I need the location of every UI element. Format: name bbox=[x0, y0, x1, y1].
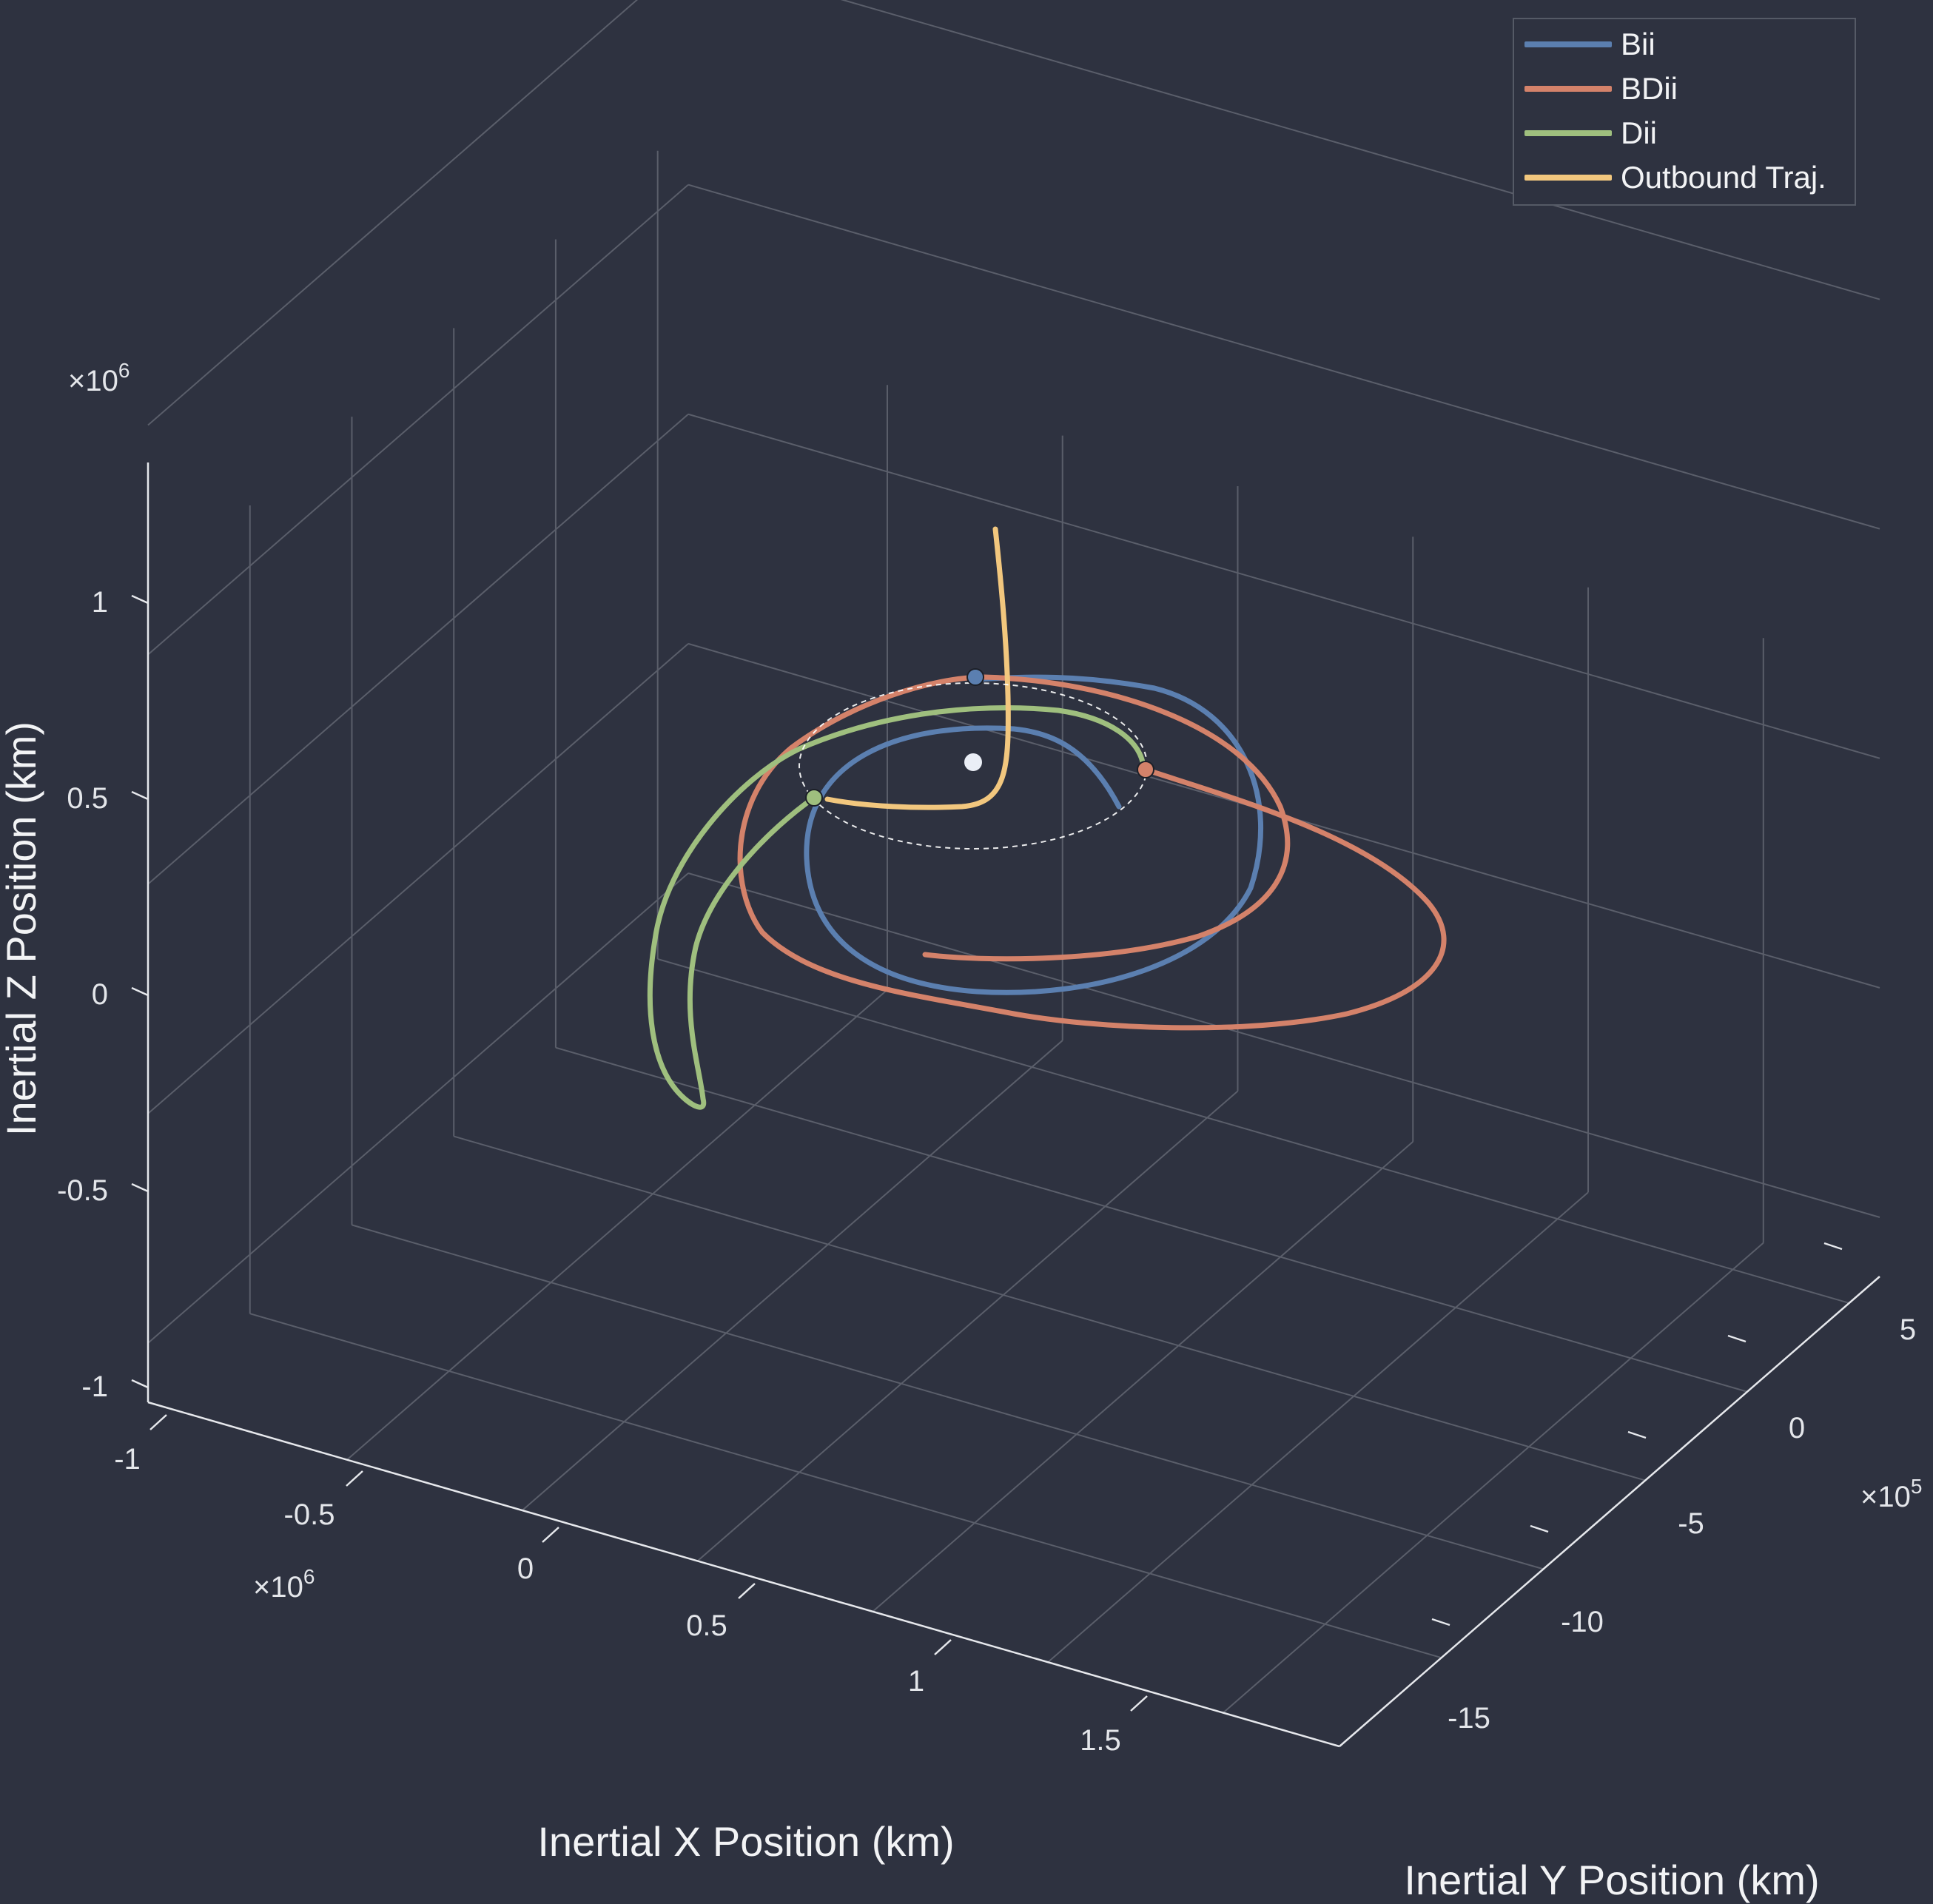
x-axis-label: Inertial X Position (km) bbox=[537, 1818, 954, 1865]
z-tick-label: 0.5 bbox=[67, 782, 108, 815]
legend-item-bdii[interactable]: BDii bbox=[1524, 68, 1678, 110]
z-exponent-label: ×106 bbox=[68, 359, 130, 397]
grid-line bbox=[840, 0, 1880, 300]
z-tick bbox=[131, 1183, 149, 1193]
y-tick-label: -5 bbox=[1678, 1507, 1704, 1540]
x-tick bbox=[738, 1583, 756, 1599]
legend-label: Bii bbox=[1621, 27, 1655, 61]
legend: Bii BDii Dii Outbound Traj. bbox=[1513, 18, 1856, 206]
y-tick-label: 5 bbox=[1900, 1313, 1916, 1346]
x-tick-label: -0.5 bbox=[284, 1498, 335, 1531]
z-tick bbox=[131, 1379, 149, 1389]
grid-line bbox=[555, 1046, 1748, 1393]
z-tick-label: -1 bbox=[81, 1370, 108, 1403]
z-tick bbox=[131, 594, 149, 605]
z-tick bbox=[131, 986, 149, 997]
grid-line bbox=[657, 958, 1849, 1304]
axes bbox=[131, 462, 1880, 1748]
z-tick-label: 0 bbox=[92, 978, 108, 1011]
y-tick bbox=[1727, 1334, 1747, 1343]
y-tick bbox=[1530, 1524, 1549, 1533]
start-marker bbox=[1137, 761, 1154, 778]
legend-item-bii[interactable]: Bii bbox=[1524, 24, 1655, 65]
y-tick-label: -10 bbox=[1561, 1606, 1604, 1638]
z-axis-label: Inertial Z Position (km) bbox=[0, 721, 44, 1136]
x-tick bbox=[346, 1470, 363, 1487]
y-exponent-label: ×105 bbox=[1860, 1475, 1922, 1513]
x-tick-label: 0 bbox=[517, 1553, 534, 1585]
trace-bii bbox=[804, 674, 1263, 995]
x-tick-label: 1 bbox=[908, 1665, 924, 1698]
y-axis-label: Inertial Y Position (km) bbox=[1404, 1857, 1819, 1903]
legend-label: BDii bbox=[1621, 71, 1678, 106]
x-tick-label: 0.5 bbox=[686, 1609, 727, 1642]
trace-dii bbox=[647, 705, 1146, 1110]
grid-line bbox=[346, 989, 888, 1461]
x-axis-line bbox=[147, 1401, 1340, 1748]
y-tick bbox=[1627, 1430, 1647, 1439]
grid-line bbox=[1223, 1242, 1764, 1714]
y-tick-label: -15 bbox=[1448, 1702, 1490, 1735]
z-tick-label: 1 bbox=[92, 586, 108, 619]
x-tick-label: 1.5 bbox=[1080, 1724, 1121, 1757]
y-tick bbox=[1823, 1242, 1843, 1251]
x-tick bbox=[149, 1414, 167, 1430]
grid-line bbox=[688, 413, 1880, 759]
x-tick bbox=[934, 1639, 952, 1655]
grid-line bbox=[147, 0, 639, 426]
x-tick bbox=[542, 1527, 559, 1543]
trajectory-markers bbox=[805, 668, 1154, 807]
grid-line bbox=[688, 872, 1880, 1218]
legend-label: Outbound Traj. bbox=[1621, 160, 1826, 195]
grid-line bbox=[147, 414, 689, 885]
z-tick-label: -0.5 bbox=[57, 1174, 108, 1207]
legend-swatch bbox=[1524, 86, 1612, 92]
trajectory-traces bbox=[647, 526, 1447, 1110]
z-tick bbox=[131, 790, 149, 801]
legend-swatch bbox=[1524, 130, 1612, 136]
grid-line bbox=[147, 872, 689, 1344]
legend-swatch bbox=[1524, 41, 1612, 47]
grid-line bbox=[453, 1135, 1646, 1481]
legend-item-dii[interactable]: Dii bbox=[1524, 112, 1657, 154]
grid-line bbox=[872, 1141, 1413, 1612]
grid-line bbox=[147, 643, 689, 1114]
grid-line bbox=[696, 1090, 1239, 1562]
legend-label: Dii bbox=[1621, 115, 1657, 150]
legend-swatch bbox=[1524, 175, 1612, 181]
x-tick-label: -1 bbox=[114, 1443, 141, 1476]
grid-line bbox=[1047, 1191, 1589, 1663]
trace-outbound-traj bbox=[824, 526, 1011, 810]
grid-line bbox=[522, 1040, 1063, 1511]
start-marker bbox=[805, 789, 823, 807]
x-exponent-label: ×106 bbox=[253, 1565, 315, 1604]
grid-line bbox=[249, 1313, 1442, 1659]
y-tick bbox=[1431, 1618, 1450, 1627]
tick-labels: -1 -0.5 0 0.5 1 1.5 -15 -10 -5 0 5 -1 -0.5 0 0.5 1 bbox=[57, 586, 1916, 1757]
grid-line bbox=[147, 184, 689, 656]
start-marker bbox=[966, 668, 984, 686]
central-body bbox=[964, 753, 982, 771]
grid-line bbox=[352, 1224, 1544, 1570]
grid-lines bbox=[147, 0, 1880, 1714]
y-axis-line bbox=[1339, 1276, 1880, 1747]
grid-line bbox=[688, 184, 1880, 530]
x-tick bbox=[1130, 1695, 1148, 1712]
y-tick-label: 0 bbox=[1789, 1412, 1805, 1444]
legend-item-outbound-traj[interactable]: Outbound Traj. bbox=[1524, 157, 1826, 198]
